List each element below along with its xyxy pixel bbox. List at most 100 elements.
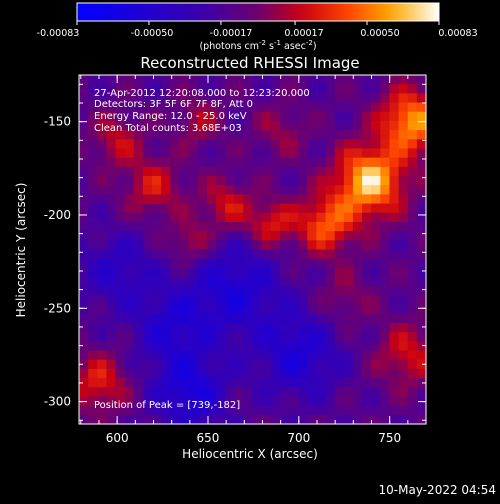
heatmap-cell [371, 93, 381, 104]
heatmap-cell [343, 341, 354, 352]
heatmap-cell [215, 194, 226, 205]
heatmap-cell [289, 194, 299, 205]
heatmap-cell [307, 75, 318, 85]
heatmap-cell [225, 341, 235, 352]
heatmap-cell [170, 139, 181, 150]
heatmap-cell [225, 322, 235, 333]
heatmap-cell [124, 286, 135, 297]
heatmap-cell [270, 396, 281, 407]
heatmap-cell [362, 157, 372, 168]
heatmap-cell [307, 203, 318, 214]
heatmap-cell [170, 267, 181, 278]
heatmap-cell [115, 350, 126, 361]
heatmap-cell [279, 102, 290, 113]
heatmap-cell [106, 148, 117, 159]
heatmap-cell [197, 359, 208, 370]
heatmap-cell [215, 139, 226, 150]
heatmap-cell [371, 396, 381, 407]
heatmap-cell [307, 102, 318, 113]
heatmap-cell [407, 249, 418, 260]
heatmap-cell [307, 277, 318, 287]
heatmap-cell [325, 249, 336, 260]
heatmap-cell [88, 332, 98, 342]
heatmap-cell [142, 102, 153, 113]
heatmap-cell [225, 387, 235, 398]
heatmap-cell [279, 157, 290, 168]
heatmap-cell [289, 350, 299, 361]
heatmap-cell [124, 313, 135, 324]
heatmap-cell [307, 249, 318, 260]
heatmap-cell [343, 304, 354, 315]
heatmap-cell [88, 93, 98, 104]
heatmap-cell [206, 405, 217, 416]
heatmap-cell [352, 295, 363, 306]
heatmap-cell [234, 313, 244, 324]
heatmap-cell [179, 341, 190, 352]
heatmap-cell [316, 378, 327, 388]
heatmap-cell [197, 387, 208, 398]
chart-title: Reconstructed RHESSI Image [140, 54, 359, 72]
heatmap-cell [352, 396, 363, 407]
heatmap-cell [343, 212, 354, 223]
heatmap-cell [170, 157, 181, 168]
heatmap-cell [398, 176, 409, 186]
heatmap-cell [279, 267, 290, 278]
heatmap-cell [389, 322, 400, 333]
heatmap-cell [298, 240, 308, 251]
heatmap-cell [97, 176, 107, 186]
heatmap-cell [170, 93, 181, 104]
heatmap-cell [289, 378, 299, 388]
heatmap-cell [371, 378, 381, 388]
heatmap-cell [234, 359, 244, 370]
heatmap-cell [243, 212, 254, 223]
heatmap-cell [97, 359, 107, 370]
heatmap-cell [325, 350, 336, 361]
heatmap-cell [124, 295, 135, 306]
heatmap-cell [79, 322, 89, 333]
heatmap-cell [188, 405, 199, 416]
heatmap-cell [289, 332, 299, 342]
heatmap-cell [362, 322, 372, 333]
heatmap-cell [142, 414, 153, 425]
heatmap-cell [362, 176, 372, 186]
heatmap-cell [133, 75, 144, 85]
heatmap-cell [270, 102, 281, 113]
heatmap-cell [307, 295, 318, 306]
heatmap-cell [142, 359, 153, 370]
heatmap-cell [416, 350, 427, 361]
heatmap-cell [407, 203, 418, 214]
heatmap-cell [362, 304, 372, 315]
heatmap-cell [334, 387, 345, 398]
y-tick-label: -200 [44, 208, 71, 222]
heatmap-cell [289, 102, 299, 113]
heatmap-cell [389, 166, 400, 177]
heatmap-cell [252, 286, 263, 297]
heatmap-cell [270, 249, 281, 260]
heatmap-cell [298, 258, 308, 269]
heatmap-cell [215, 93, 226, 104]
heatmap-cell [188, 378, 199, 388]
heatmap-cell [307, 350, 318, 361]
heatmap-cell [352, 185, 363, 195]
heatmap-cell [243, 414, 254, 425]
heatmap-cell [279, 341, 290, 352]
heatmap-cell [234, 414, 244, 425]
heatmap-cell [261, 111, 272, 122]
heatmap-cell [307, 185, 318, 195]
heatmap-cell [197, 139, 208, 150]
heatmap-cell [234, 286, 244, 297]
heatmap-cell [307, 286, 318, 297]
heatmap-cell [398, 359, 409, 370]
heatmap-cell [270, 194, 281, 205]
heatmap-cell [124, 84, 135, 94]
heatmap-cell [325, 368, 336, 379]
heatmap-cell [106, 212, 117, 223]
heatmap-cell [298, 166, 308, 177]
heatmap-cell [316, 120, 327, 131]
heatmap-cell [133, 185, 144, 195]
heatmap-cell [416, 120, 427, 131]
heatmap-cell [142, 75, 153, 85]
heatmap-cell [252, 75, 263, 85]
heatmap-cell [316, 286, 327, 297]
heatmap-cell [215, 166, 226, 177]
